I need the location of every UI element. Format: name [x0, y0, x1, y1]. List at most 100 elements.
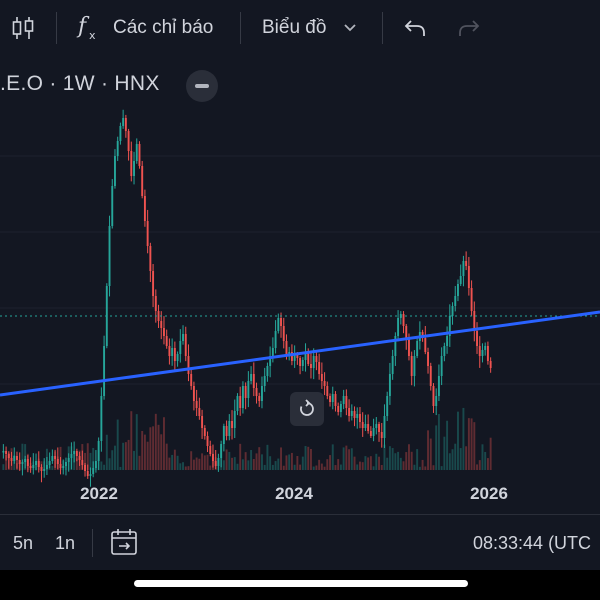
candle-body: [470, 288, 473, 311]
trendline: [0, 310, 600, 397]
candle-body: [111, 186, 114, 226]
candle-body: [16, 456, 18, 460]
timeframe-1n[interactable]: 1n: [55, 533, 76, 553]
candle-body: [481, 350, 484, 356]
candle-body: [383, 416, 386, 438]
candle-body: [465, 261, 468, 266]
minus-icon: [195, 84, 209, 88]
candle-body: [154, 296, 157, 311]
candle-body: [29, 466, 32, 468]
candle-body: [124, 118, 127, 131]
volume-bar: [5, 454, 8, 470]
candle-body: [318, 362, 321, 374]
reset-chart-button[interactable]: [290, 392, 324, 426]
volume-bar: [277, 458, 280, 470]
candle-body: [402, 314, 405, 326]
candle-body: [231, 421, 233, 428]
chart-grid: [0, 155, 600, 385]
toolbar-divider: [240, 12, 241, 44]
svg-text:f: f: [76, 14, 90, 39]
volume-bar: [233, 457, 236, 470]
candle-body: [165, 336, 168, 346]
volume-bar: [448, 453, 451, 470]
volume-bar: [203, 455, 206, 470]
volume-bar: [301, 456, 304, 470]
candle-body: [301, 360, 304, 366]
home-indicator[interactable]: [134, 580, 468, 587]
candle-body: [394, 336, 397, 356]
volume-bar: [394, 453, 397, 470]
candle-body: [427, 352, 429, 366]
volume-bar: [75, 458, 78, 470]
candle-body: [380, 432, 383, 438]
volume-bar: [209, 465, 212, 470]
volume-bar: [100, 461, 103, 470]
candle-body: [212, 454, 214, 461]
candle-body: [364, 424, 367, 428]
volume-bar: [372, 466, 375, 470]
candle-body: [391, 356, 394, 374]
candle-body: [18, 460, 21, 464]
candle-body: [258, 396, 261, 401]
chart-type-button[interactable]: Biểu đồ: [262, 17, 327, 38]
volume-bar: [437, 414, 440, 470]
redo-icon[interactable]: [456, 0, 482, 56]
timeframe-5n[interactable]: 5n: [13, 533, 34, 553]
collapse-legend-button[interactable]: [186, 70, 218, 102]
volume-bar: [356, 464, 359, 470]
candle-body: [192, 386, 195, 401]
candle-body: [75, 451, 78, 456]
candle-body: [48, 461, 51, 465]
candle-body: [329, 396, 331, 402]
chevron-down-icon[interactable]: [340, 0, 360, 56]
candle-body: [146, 221, 149, 246]
reset-icon: [300, 399, 314, 416]
volume-bar: [176, 455, 179, 470]
candle-body: [97, 441, 100, 461]
candle-body: [386, 396, 389, 416]
volume-bar: [408, 444, 410, 470]
candle-body: [416, 341, 419, 356]
candle-body: [424, 338, 427, 352]
candle-body: [70, 454, 73, 458]
candle-body: [103, 346, 106, 396]
candle-body: [152, 271, 155, 296]
volume-bar: [130, 411, 133, 470]
candle-body: [190, 374, 193, 386]
candle-body: [130, 151, 133, 176]
undo-icon[interactable]: [402, 0, 428, 56]
candle-body: [10, 458, 13, 461]
candle-body: [421, 332, 424, 338]
candle-body: [326, 386, 329, 396]
volume-bar: [427, 430, 429, 470]
volume-bar: [478, 460, 481, 470]
volume-bar: [124, 442, 127, 470]
candlestick-series: [2, 109, 492, 487]
candle-body: [356, 414, 359, 418]
volume-bar: [271, 464, 274, 470]
volume-bar: [266, 444, 269, 470]
candle-body: [462, 261, 465, 276]
function-fx-icon[interactable]: f x: [76, 0, 102, 56]
candle-body: [397, 318, 400, 336]
volume-bar: [345, 445, 348, 470]
price-chart[interactable]: [0, 56, 600, 512]
candle-body: [24, 459, 27, 462]
volume-bar: [476, 464, 478, 470]
candle-body: [342, 396, 345, 404]
candle-body: [141, 166, 144, 196]
candlestick-icon[interactable]: [10, 0, 36, 56]
volume-bar: [369, 456, 372, 470]
x-axis-label-2022: 2022: [80, 484, 118, 503]
candle-body: [108, 226, 111, 286]
candle-body: [62, 466, 65, 468]
volume-bar: [312, 466, 315, 470]
date-range-icon[interactable]: [110, 527, 138, 562]
indicators-button[interactable]: Các chỉ báo: [113, 17, 214, 38]
volume-bar: [184, 466, 187, 470]
volume-bar: [269, 456, 272, 470]
volume-bar: [361, 462, 364, 470]
volume-bar: [146, 441, 149, 470]
volume-bar: [337, 459, 340, 470]
candle-body: [135, 144, 138, 161]
